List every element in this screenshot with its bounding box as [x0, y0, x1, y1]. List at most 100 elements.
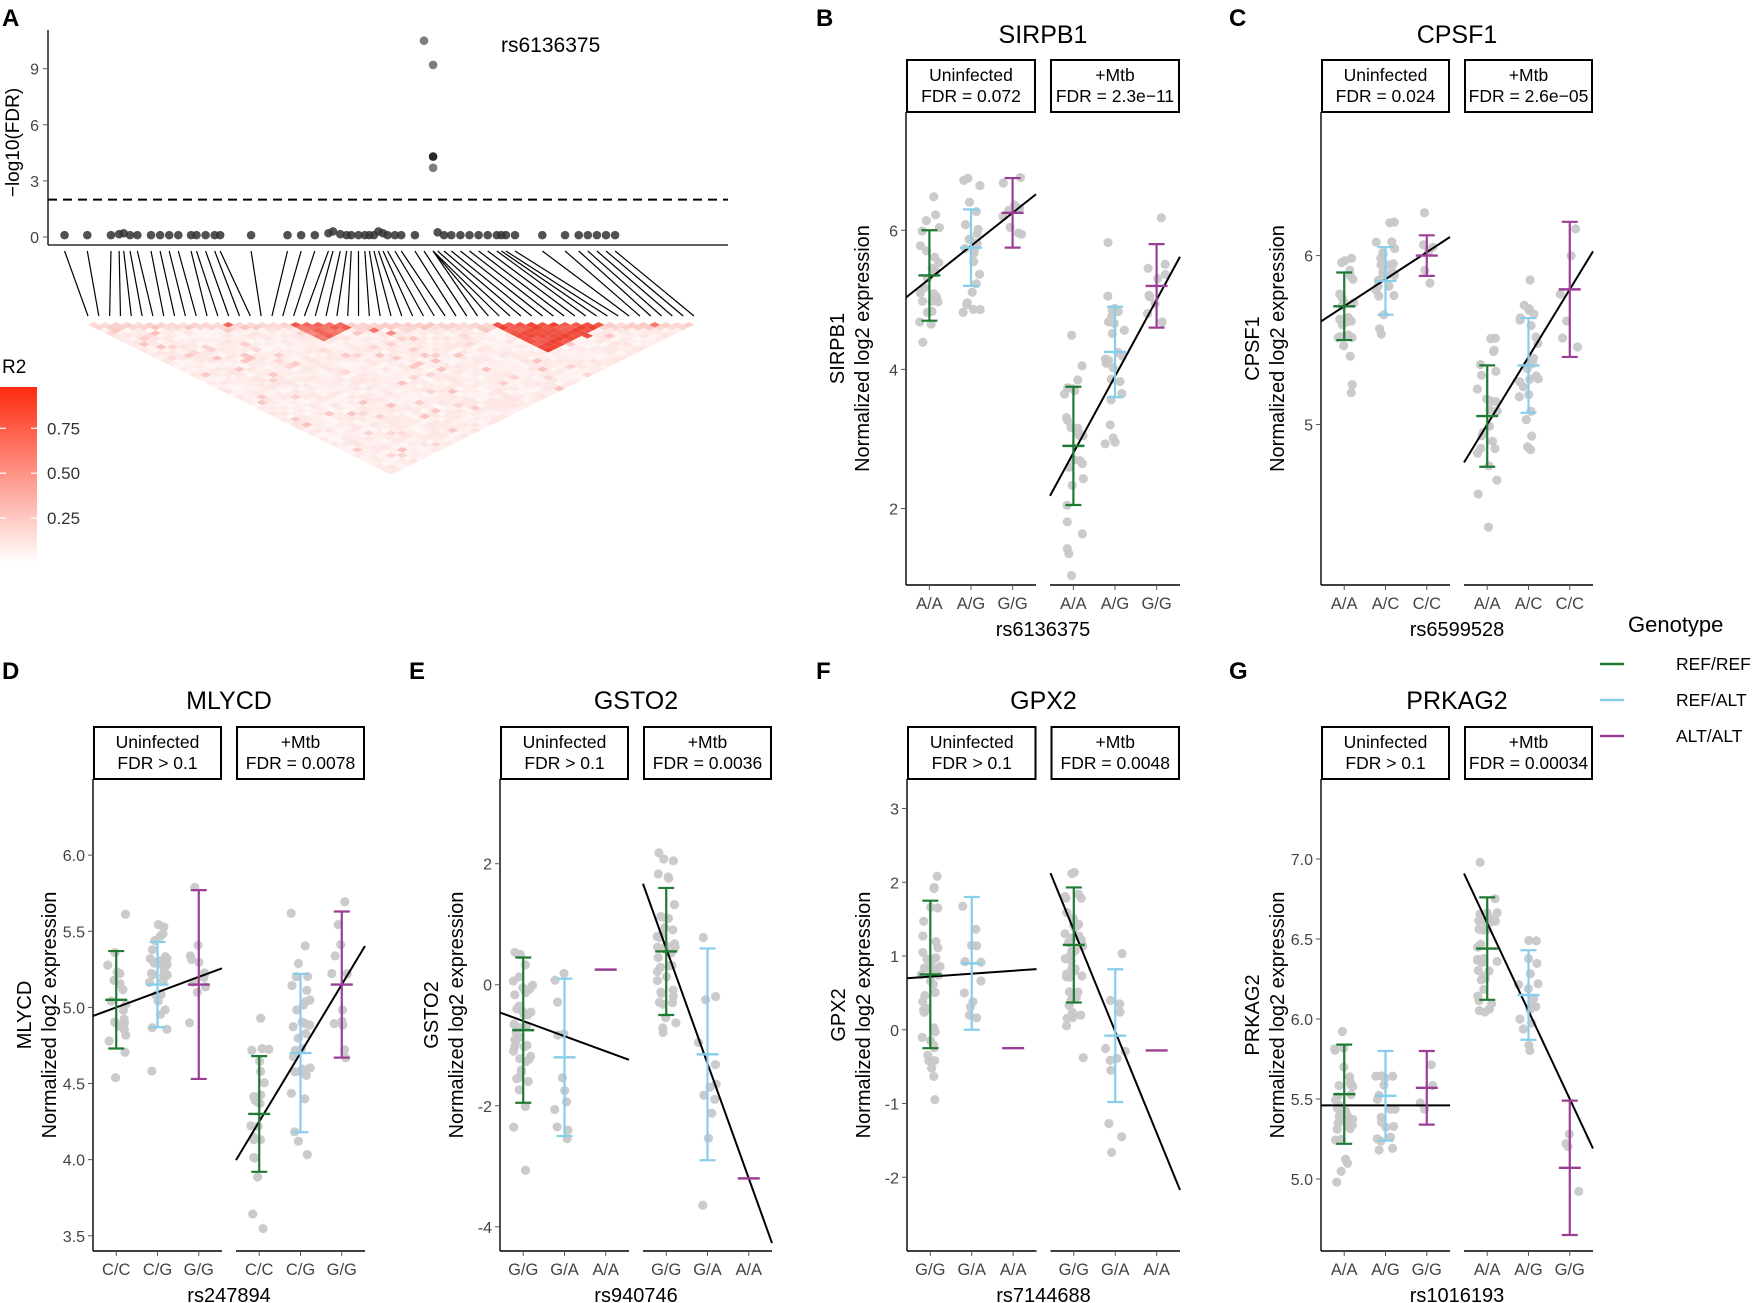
ld-cell — [256, 344, 268, 350]
ld-cell — [407, 430, 420, 436]
ld-cell — [531, 374, 543, 381]
y-axis-gene-label: PRKAG2 — [1242, 974, 1264, 1055]
snp-point — [610, 230, 620, 240]
expression-point — [300, 1094, 310, 1104]
ld-cell — [177, 349, 189, 356]
ld-cell — [351, 335, 363, 342]
ld-cell — [402, 344, 414, 350]
ld-cell — [189, 349, 201, 356]
y-tick-label: 2 — [889, 501, 898, 518]
ld-cell — [362, 452, 375, 459]
ld-cell — [542, 335, 554, 342]
ld-cell — [379, 349, 391, 356]
snp-point — [574, 230, 583, 240]
ld-cell — [576, 369, 588, 375]
expression-point — [998, 178, 1008, 188]
ld-cell — [379, 360, 391, 367]
y-tick-label: -2 — [885, 1170, 899, 1187]
ld-cell — [430, 385, 442, 392]
ld-cell — [385, 391, 397, 397]
ld-cell — [368, 455, 380, 461]
ld-cell — [598, 341, 610, 347]
ld-cell — [492, 377, 504, 384]
ld-cell — [609, 330, 622, 336]
ld-cell — [250, 385, 262, 392]
expression-point — [250, 1153, 260, 1163]
expression-point — [330, 951, 340, 961]
expression-point — [255, 1066, 266, 1077]
ld-cell — [256, 338, 268, 345]
ld-cell — [211, 322, 223, 328]
y-tick-label: 9 — [30, 62, 39, 79]
ld-cell — [222, 355, 234, 361]
expression-point — [1420, 265, 1430, 275]
x-tick-label: A/A — [1143, 1261, 1170, 1279]
expression-point — [184, 1018, 195, 1028]
ld-cell — [419, 397, 431, 403]
ld-cell — [587, 363, 599, 370]
expression-point — [1077, 361, 1087, 371]
ld-cell — [166, 322, 178, 328]
expression-point — [700, 995, 711, 1005]
ld-cell — [290, 338, 302, 345]
ld-cell — [469, 338, 481, 345]
ld-cell — [329, 363, 341, 370]
snp-point — [155, 230, 165, 240]
ld-cell — [402, 438, 414, 445]
expression-point — [1067, 330, 1077, 340]
expression-point — [1476, 370, 1487, 380]
ld-cell — [419, 347, 431, 353]
ld-cell — [385, 408, 397, 414]
ld-cell — [374, 452, 386, 459]
expression-point — [1373, 281, 1383, 291]
ld-cell — [295, 424, 307, 431]
ld-cell — [284, 385, 296, 392]
ld-cell — [598, 335, 610, 342]
ld-cell — [368, 444, 380, 450]
ld-cell — [486, 380, 498, 386]
expression-point — [1330, 1045, 1340, 1055]
ld-cell — [379, 344, 391, 350]
ld-cell — [385, 469, 397, 475]
ld-cell — [273, 402, 285, 409]
ld-cell — [486, 402, 498, 409]
ld-cell — [329, 413, 341, 420]
ld-cell — [194, 347, 206, 353]
expression-point — [1335, 331, 1346, 342]
ld-cell — [480, 372, 492, 378]
ld-cell — [155, 355, 167, 361]
ld-cell — [239, 352, 251, 359]
ld-cell — [256, 333, 268, 339]
ld-cell — [520, 369, 532, 375]
ld-connector-line — [205, 250, 230, 317]
ld-cell — [295, 358, 307, 364]
ld-cell — [329, 424, 341, 431]
ld-cell — [385, 385, 397, 392]
ld-cell — [368, 449, 380, 456]
ld-cell — [250, 330, 262, 336]
ld-cell — [177, 355, 189, 361]
ld-cell — [520, 363, 532, 370]
y-axis-title: Normalized log2 expression — [1267, 892, 1289, 1139]
ld-cell — [233, 344, 246, 350]
ld-cell — [503, 344, 515, 350]
ld-cell — [413, 355, 425, 361]
ld-cell — [273, 385, 285, 392]
expression-point — [1336, 1166, 1346, 1176]
ld-cell — [374, 397, 386, 403]
ld-cell — [323, 355, 335, 361]
ld-cell — [576, 330, 588, 336]
ld-cell — [419, 447, 431, 453]
ld-cell — [475, 335, 487, 342]
ld-cell — [362, 363, 375, 370]
snp-point — [592, 230, 602, 240]
ld-cell — [116, 324, 128, 331]
ld-cell — [525, 360, 537, 367]
ld-cell — [233, 333, 246, 339]
ld-cell — [677, 324, 689, 331]
ld-cell — [346, 399, 358, 406]
ld-cell — [458, 372, 470, 378]
ld-cell — [379, 444, 391, 450]
